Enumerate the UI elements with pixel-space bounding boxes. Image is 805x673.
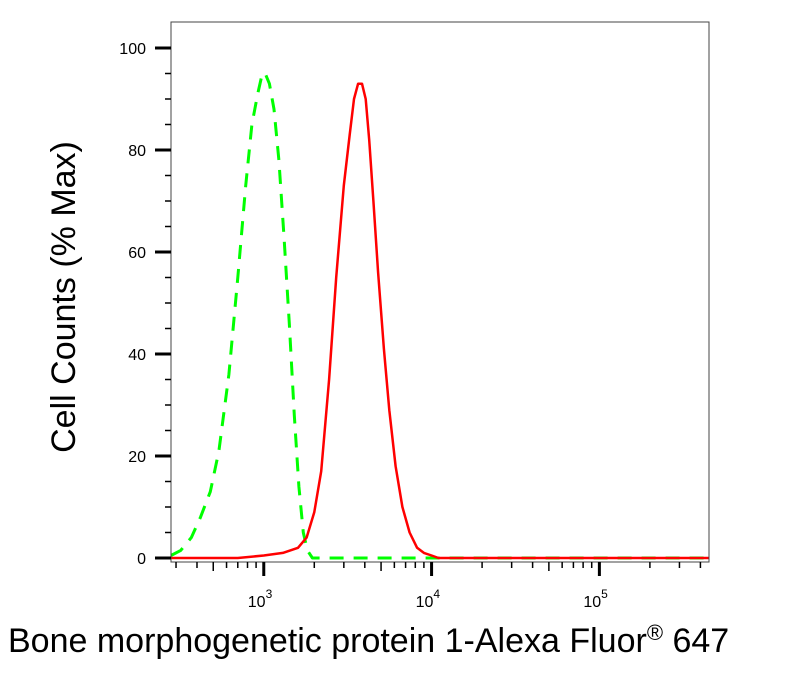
- y-tick-label: 40: [128, 347, 146, 364]
- y-axis-label: Cell Counts (% Max): [45, 141, 83, 453]
- y-tick-label: 20: [128, 449, 146, 466]
- x-tick-label-base: 10: [248, 594, 266, 611]
- x-tick-label-base: 10: [416, 594, 434, 611]
- x-tick-label: 105: [583, 587, 608, 611]
- x-axis-label-main: Bone morphogenetic protein 1-Alexa Fluor: [8, 622, 647, 660]
- x-tick-label-exponent: 3: [266, 587, 273, 601]
- x-axis-label: Bone morphogenetic protein 1-Alexa Fluor…: [8, 620, 729, 660]
- y-tick-label: 100: [119, 41, 146, 58]
- marks-layer: [170, 72, 709, 560]
- series-line-2: [171, 82, 709, 560]
- plot-frame: [170, 21, 710, 563]
- y-tick-label: 80: [128, 143, 146, 160]
- series-line-1: [170, 72, 709, 560]
- y-tick-label: 60: [128, 245, 146, 262]
- x-tick-label-base: 10: [583, 594, 601, 611]
- x-axis-label-registered-mark: ®: [647, 620, 663, 645]
- x-tick-label: 104: [416, 587, 441, 611]
- x-tick-label-exponent: 4: [433, 587, 440, 601]
- x-tick-label-exponent: 5: [601, 587, 608, 601]
- x-axis-label-suffix: 647: [663, 622, 729, 660]
- x-tick-label: 103: [248, 587, 273, 611]
- y-tick-label: 0: [137, 551, 146, 568]
